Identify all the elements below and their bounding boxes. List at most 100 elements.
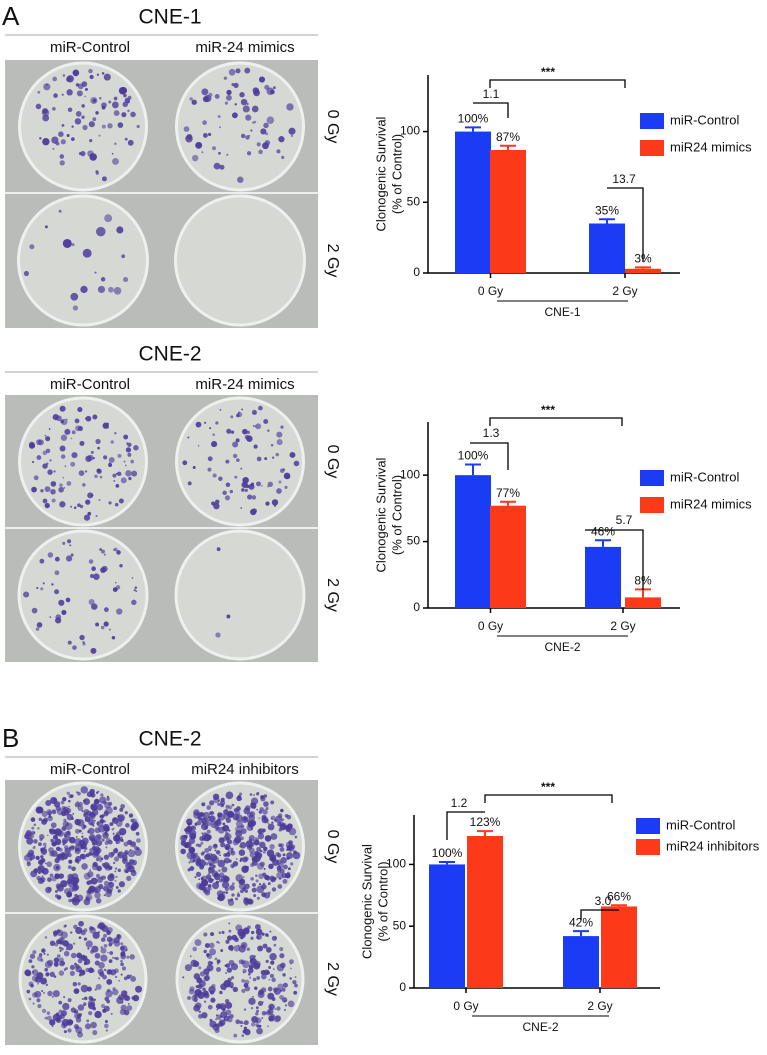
colony <box>180 834 188 842</box>
legend-label: miR-Control <box>670 469 739 484</box>
colony <box>233 82 239 89</box>
colony <box>242 1022 244 1025</box>
colony <box>103 455 108 460</box>
colony <box>43 83 51 91</box>
colony <box>88 68 93 74</box>
colony <box>62 238 72 248</box>
colony <box>72 69 80 77</box>
colony <box>116 550 121 555</box>
colony <box>47 990 53 997</box>
colony <box>83 1004 86 1007</box>
colony <box>41 875 44 878</box>
colony <box>193 960 200 967</box>
colony <box>77 426 83 432</box>
colony <box>30 817 36 822</box>
colony <box>223 860 227 863</box>
colony <box>268 863 274 870</box>
colony <box>288 840 293 845</box>
colony <box>215 632 221 638</box>
colony <box>202 837 206 841</box>
colony <box>88 559 94 564</box>
colony <box>204 943 210 948</box>
colony <box>225 94 232 101</box>
colony <box>270 800 275 805</box>
colony <box>234 937 238 941</box>
colony <box>107 881 115 888</box>
colony <box>248 483 255 490</box>
colony <box>40 847 48 855</box>
colony <box>113 806 118 811</box>
colony <box>123 841 129 847</box>
colony <box>260 128 267 135</box>
colony <box>250 1022 256 1027</box>
colony <box>45 799 52 807</box>
colony <box>31 965 35 969</box>
error-bar <box>477 830 493 837</box>
colony <box>198 1013 203 1019</box>
colony <box>244 856 249 861</box>
colony <box>60 937 63 941</box>
colony <box>258 76 266 83</box>
colony <box>227 981 234 988</box>
y-axis-label: (% of Control) <box>389 134 404 214</box>
colony <box>256 142 261 147</box>
colony <box>90 804 94 808</box>
colony <box>115 484 120 488</box>
colony <box>239 845 241 848</box>
colony <box>94 952 101 959</box>
colony <box>101 549 105 554</box>
colony <box>293 850 297 855</box>
y-tick-label: 0 <box>413 265 420 279</box>
colony <box>235 438 240 443</box>
row-label: 0 Gy <box>324 445 341 479</box>
colony <box>88 1010 93 1016</box>
colony <box>242 105 250 113</box>
colony <box>248 847 255 854</box>
colony <box>206 805 211 810</box>
annotation: *** <box>541 403 555 417</box>
colony <box>261 814 267 820</box>
colony <box>283 999 287 1003</box>
colony <box>284 1004 288 1007</box>
colony <box>211 441 218 448</box>
colony <box>73 988 80 995</box>
colony <box>53 93 58 98</box>
colony <box>197 843 202 848</box>
colony <box>231 893 235 897</box>
colony <box>45 983 49 987</box>
colony <box>230 850 236 856</box>
colony <box>125 447 132 453</box>
colony <box>114 867 118 870</box>
plate-title: CNE-2 <box>138 728 201 751</box>
colony <box>53 975 57 978</box>
colony <box>100 947 107 954</box>
y-axis-label: (% of Control) <box>375 861 390 941</box>
colony <box>268 891 271 895</box>
colony <box>46 462 49 465</box>
colony <box>240 507 243 510</box>
colony <box>95 873 101 878</box>
colony <box>110 440 114 444</box>
colony <box>104 607 109 613</box>
colony <box>97 836 100 839</box>
colony <box>232 453 238 459</box>
colony <box>57 830 64 837</box>
colony <box>67 107 73 113</box>
colony <box>268 965 272 969</box>
colony <box>60 434 68 441</box>
colony <box>80 969 85 974</box>
colony <box>70 292 79 301</box>
x-tick-label: 0 Gy <box>478 619 503 633</box>
colony <box>205 862 209 866</box>
colony <box>249 793 253 796</box>
plate-title: CNE-2 <box>138 343 201 366</box>
colony <box>63 950 70 957</box>
colony <box>92 824 95 827</box>
colony <box>136 124 140 129</box>
colony <box>201 817 209 825</box>
colony <box>63 845 69 850</box>
colony <box>221 881 230 889</box>
colony <box>23 591 30 598</box>
colony <box>217 813 226 821</box>
error-bar <box>635 266 651 269</box>
